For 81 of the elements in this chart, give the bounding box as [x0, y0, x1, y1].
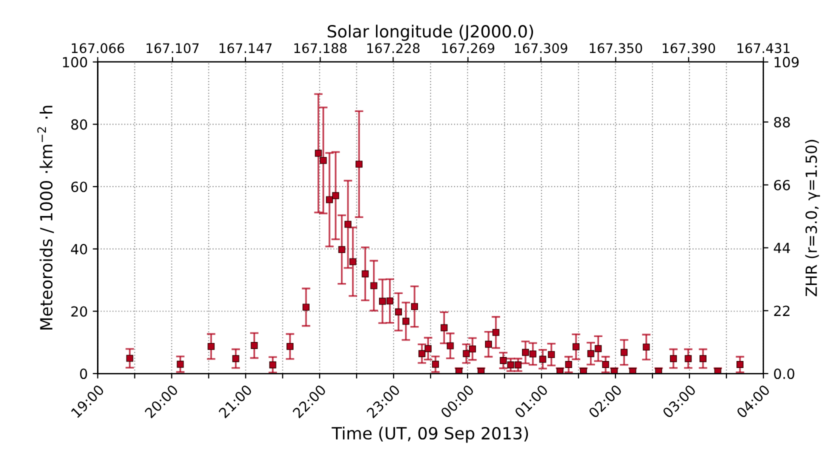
- point: [432, 360, 439, 368]
- point: [736, 361, 744, 368]
- point: [655, 368, 662, 374]
- point: [455, 368, 462, 374]
- point: [580, 368, 587, 374]
- y-tick-label: 20: [71, 306, 88, 317]
- y-tick-label: 100: [62, 56, 88, 68]
- x2-tick-label: 167.228: [367, 43, 420, 54]
- point: [529, 350, 536, 358]
- point: [572, 343, 580, 350]
- point: [208, 342, 215, 350]
- point: [670, 355, 677, 362]
- point: [356, 160, 363, 168]
- point: [587, 350, 594, 358]
- point: [522, 348, 529, 356]
- y-tick-label: 80: [71, 119, 88, 130]
- y2-tick-label: 109: [774, 56, 799, 68]
- point: [314, 150, 322, 157]
- point: [326, 196, 333, 204]
- point: [469, 345, 476, 352]
- point: [418, 350, 426, 358]
- point: [424, 345, 432, 352]
- y2-tick-label: 88: [774, 116, 790, 128]
- x2-tick-label: 167.309: [515, 43, 568, 54]
- point: [446, 342, 454, 350]
- point: [320, 156, 327, 164]
- point: [349, 258, 356, 266]
- point: [700, 355, 706, 362]
- y2-tick-label: 0.0: [774, 368, 794, 380]
- point: [286, 342, 294, 350]
- point: [548, 351, 555, 358]
- point: [594, 345, 602, 352]
- point: [332, 192, 340, 200]
- point: [338, 246, 346, 254]
- point: [642, 344, 650, 351]
- y2-axis-title: ZHR (r=3.0, γ=1.50): [805, 140, 820, 296]
- x2-tick-label: 167.431: [738, 43, 790, 54]
- point: [500, 357, 507, 364]
- x2-tick-label: 167.350: [590, 43, 642, 54]
- point: [602, 361, 610, 368]
- point: [440, 324, 448, 332]
- y-tick-label: 60: [71, 182, 88, 192]
- point: [684, 355, 692, 362]
- point: [250, 342, 258, 349]
- point: [610, 368, 618, 374]
- y-axis-title: Meteoroids / 1000 ·km$^{−2}$ ·h: [37, 106, 54, 330]
- point: [379, 298, 386, 305]
- point: [370, 282, 378, 290]
- y2-tick-label: 66: [774, 180, 790, 190]
- point: [232, 355, 240, 362]
- point: [478, 368, 485, 374]
- point: [411, 303, 418, 310]
- x-axis-title: Time (UT, 09 Sep 2013): [332, 426, 528, 443]
- x2-tick-label: 167.269: [442, 43, 494, 54]
- x2-tick-label: 167.188: [294, 43, 347, 54]
- point: [565, 361, 572, 368]
- x2-tick-label: 167.107: [146, 43, 199, 54]
- y-tick-label: 40: [70, 244, 88, 254]
- x2-tick-label: 167.066: [72, 43, 124, 54]
- y-tick-label: 0: [80, 368, 88, 380]
- point: [386, 297, 394, 304]
- point: [402, 318, 410, 325]
- point: [302, 304, 310, 311]
- point: [126, 354, 134, 362]
- point: [344, 220, 352, 228]
- point: [269, 361, 276, 368]
- y2-tick-label: 44: [774, 242, 790, 254]
- point: [714, 368, 722, 374]
- point: [620, 348, 628, 356]
- point: [362, 270, 369, 278]
- point: [462, 350, 470, 358]
- point: [492, 328, 500, 336]
- x2-tick-label: 167.147: [220, 43, 272, 54]
- point: [485, 340, 492, 348]
- point: [176, 360, 184, 368]
- point: [514, 361, 522, 368]
- point: [507, 361, 514, 368]
- point: [395, 308, 402, 316]
- x2-tick-label: 167.390: [662, 43, 716, 54]
- x2-axis-title: Solar longitude (J2000.0): [328, 24, 534, 41]
- y2-tick-label: 22: [774, 306, 790, 316]
